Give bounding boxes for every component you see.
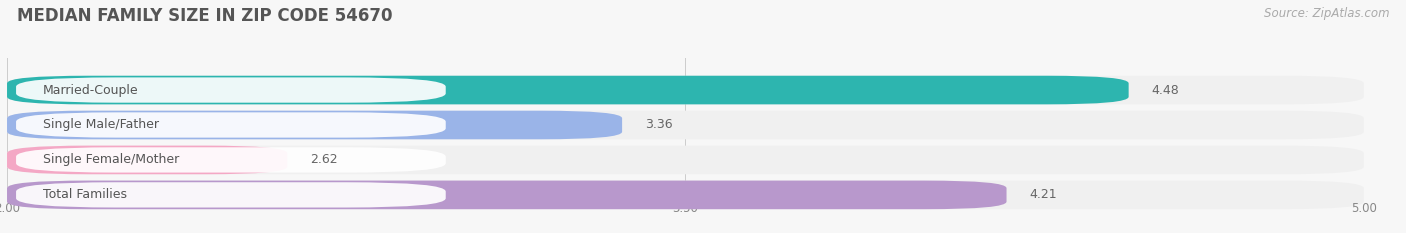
FancyBboxPatch shape: [7, 181, 1364, 209]
Text: 4.21: 4.21: [1029, 188, 1057, 201]
FancyBboxPatch shape: [7, 146, 287, 174]
FancyBboxPatch shape: [15, 77, 446, 103]
FancyBboxPatch shape: [15, 112, 446, 138]
Text: Single Female/Mother: Single Female/Mother: [44, 154, 180, 166]
Text: 4.48: 4.48: [1152, 84, 1180, 96]
FancyBboxPatch shape: [7, 76, 1364, 104]
FancyBboxPatch shape: [7, 181, 1007, 209]
FancyBboxPatch shape: [15, 147, 446, 173]
Text: 3.36: 3.36: [645, 119, 672, 131]
Text: Single Male/Father: Single Male/Father: [44, 119, 159, 131]
Text: 2.62: 2.62: [311, 154, 337, 166]
FancyBboxPatch shape: [15, 182, 446, 208]
Text: Total Families: Total Families: [44, 188, 127, 201]
Text: Source: ZipAtlas.com: Source: ZipAtlas.com: [1264, 7, 1389, 20]
FancyBboxPatch shape: [7, 76, 1129, 104]
FancyBboxPatch shape: [7, 111, 1364, 139]
Text: Married-Couple: Married-Couple: [44, 84, 139, 96]
FancyBboxPatch shape: [7, 146, 1364, 174]
FancyBboxPatch shape: [7, 111, 621, 139]
Text: MEDIAN FAMILY SIZE IN ZIP CODE 54670: MEDIAN FAMILY SIZE IN ZIP CODE 54670: [17, 7, 392, 25]
